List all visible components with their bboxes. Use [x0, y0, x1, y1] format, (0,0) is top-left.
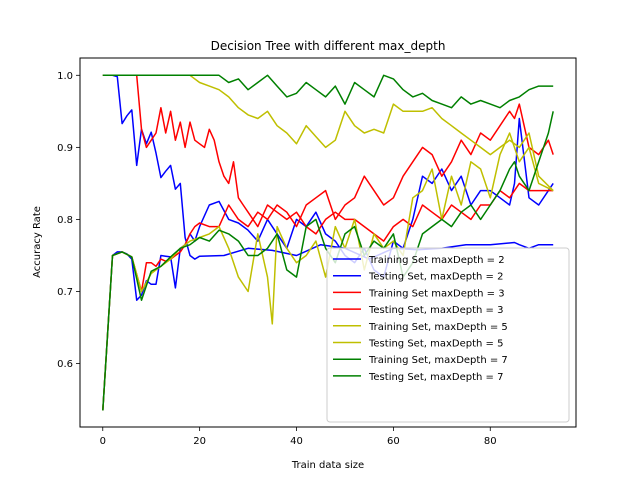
series-line-0 — [102, 74, 554, 260]
x-tick-label: 0 — [100, 436, 106, 447]
legend: Training Set maxDepth = 2 Testing Set, ma… — [326, 247, 570, 423]
series-line-6 — [102, 74, 554, 109]
x-tick-label: 60 — [387, 436, 400, 447]
y-axis-label: Accuracy Rate — [32, 206, 43, 278]
y-axis: 0.6 0.7 0.8 0.9 1.0 — [57, 71, 80, 370]
series-line-1 — [102, 117, 554, 411]
legend-label: Training Set maxDepth = 2 — [368, 255, 505, 266]
legend-box — [326, 247, 570, 423]
legend-label: Testing Set, maxDepth = 7 — [368, 372, 503, 383]
y-tick-label: 0.7 — [57, 287, 73, 298]
plot-frame — [79, 57, 577, 428]
x-axis: 0 20 40 60 80 — [100, 427, 497, 447]
legend-label: Training Set, maxDepth = 7 — [368, 355, 508, 366]
y-tick-label: 0.8 — [57, 215, 73, 226]
x-tick-label: 40 — [290, 436, 303, 447]
legend-label: Training Set, maxDepth = 5 — [368, 322, 508, 333]
y-tick-label: 0.6 — [57, 359, 73, 370]
y-tick-label: 0.9 — [57, 143, 73, 154]
legend-label: Testing Set, maxDepth = 3 — [368, 305, 503, 316]
y-tick-label: 1.0 — [57, 71, 73, 82]
plot-lines — [102, 74, 554, 411]
series-line-2 — [102, 74, 554, 242]
x-tick-label: 20 — [193, 436, 206, 447]
x-axis-label: Train data size — [291, 460, 364, 471]
legend-label: Training Set maxDepth = 3 — [368, 288, 505, 299]
legend-label: Testing Set, maxDepth = 5 — [368, 339, 503, 350]
legend-label: Testing Set, maxDepth = 2 — [368, 272, 503, 283]
x-tick-label: 80 — [484, 436, 497, 447]
chart-title: Decision Tree with different max_depth — [211, 39, 446, 53]
